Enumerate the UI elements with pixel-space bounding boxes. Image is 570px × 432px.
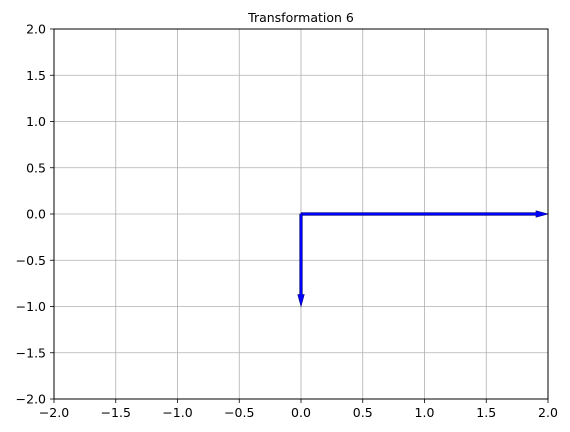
x-tick-label: −0.5 <box>224 405 254 420</box>
x-tick-label: 1.0 <box>415 405 435 420</box>
y-axis-ticks: −2.0 −1.5 −1.0 −0.5 0.0 0.5 1.0 1.5 2.0 <box>16 22 54 407</box>
y-tick-label: 1.0 <box>26 114 46 129</box>
vectors <box>297 210 550 308</box>
vector-arrow-1 <box>297 213 305 308</box>
x-tick-label: −2.0 <box>39 405 69 420</box>
y-tick-label: 0.5 <box>26 160 46 175</box>
x-tick-label: 0.5 <box>353 405 373 420</box>
y-tick-label: 0.0 <box>26 207 46 222</box>
y-tick-label: −1.0 <box>16 299 46 314</box>
x-tick-label: 0.0 <box>291 405 311 420</box>
y-tick-label: −2.0 <box>16 392 46 407</box>
x-axis-ticks: −2.0 −1.5 −1.0 −0.5 0.0 0.5 1.0 1.5 2.0 <box>39 399 558 420</box>
y-tick-label: 1.5 <box>26 68 46 83</box>
y-tick-label: −0.5 <box>16 253 46 268</box>
x-tick-label: 2.0 <box>538 405 558 420</box>
y-tick-label: 2.0 <box>26 22 46 37</box>
x-tick-label: −1.5 <box>101 405 131 420</box>
chart-title: Transformation 6 <box>247 10 354 25</box>
y-tick-label: −1.5 <box>16 345 46 360</box>
x-tick-label: −1.0 <box>162 405 192 420</box>
x-tick-label: 1.5 <box>476 405 496 420</box>
vector-arrow-0 <box>300 210 550 218</box>
